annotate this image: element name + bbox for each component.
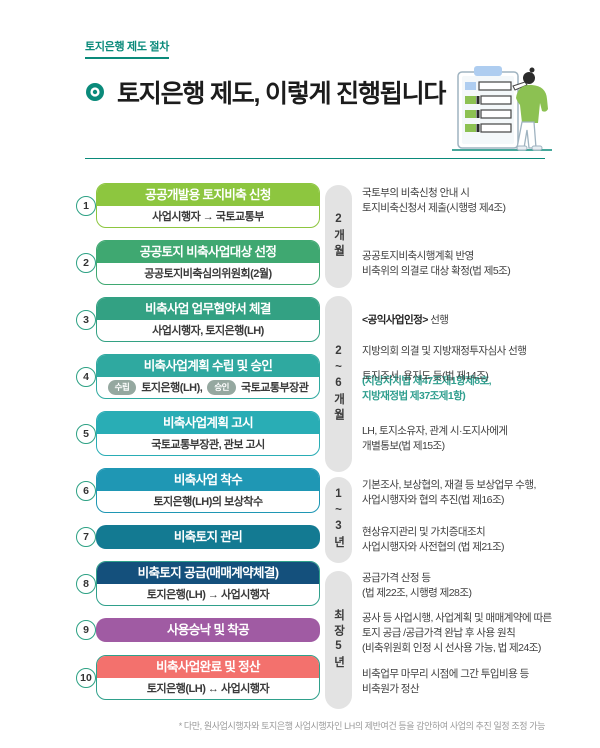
timeline-max5years: 최장5년 [325,571,352,709]
step-title: 공공토지 비축사업대상 선정 [97,241,319,263]
desc-3-law: (지방자치법 제47조제1항제8호, 지방재정법 제37조제1항) [362,375,492,403]
clipboard-illustration [452,66,552,151]
timeline-1to3years: 1~3년 [325,477,352,563]
page-title: 토지은행 제도, 이렇게 진행됩니다 [117,80,446,108]
step-title: 비축사업계획 고시 [97,412,319,434]
eyebrow-label: 토지은행 제도 절차 [85,38,169,59]
step-title: 사용승낙 및 착공 [96,618,320,642]
step-2: 2 공공토지 비축사업대상 선정 공공토지비축심의위원회(2월) [76,240,320,285]
step-title: 비축토지 관리 [96,525,320,549]
person-icon [512,67,548,151]
desc-step-9: 공사 등 사업시행, 사업계획 및 매매계약에 따른 토지 공급 /공급가격 완… [362,612,552,655]
step-title: 비축사업완료 및 정산 [97,656,319,678]
bullet-donut-icon [86,83,104,101]
badge-approve-text: 국토교통부장관 [240,382,309,394]
step-detail: 사업시행자 → 국토교통부 [152,211,264,223]
step-number: 10 [76,667,96,688]
step-title: 비축사업 업무협약서 체결 [97,298,319,320]
step-detail: 국토교통부장관, 관보 고시 [151,439,265,451]
step-number: 5 [76,423,96,444]
badge-estab: 수립 [107,379,137,395]
desc-3-bold: <공익사업인정> [362,314,428,327]
page-title-row: 토지은행 제도, 이렇게 진행됩니다 [85,74,446,110]
footnote: * 다만, 원사업시행자와 토지은행 사업시행자인 LH의 제반여건 등을 감안… [178,721,546,731]
step-detail: 공공토지비축심의위원회(2월) [144,268,272,280]
step-number: 4 [76,366,96,387]
step-9: 9 사용승낙 및 착공 [76,618,320,642]
desc-step-4: 토지조서, 용지도 등(법 제14조) [362,370,489,382]
step-detail: 사업시행자, 토지은행(LH) [152,325,264,337]
step-number: 3 [76,309,96,330]
step-detail: 토지은행(LH) ↔ 사업시행자 [146,683,270,695]
step-8: 8 비축토지 공급(매매계약체결) 토지은행(LH) → 사업시행자 [76,561,320,606]
clipboard-icon [457,66,519,149]
step-7: 7 비축토지 관리 [76,525,320,549]
step-detail: 토지은행(LH)의 보상착수 [153,496,263,508]
step-title: 공공개발용 토지비축 신청 [97,184,319,206]
desc-step-1: 국토부의 비축신청 안내 시 토지비축신청서 제출(시행령 제4조) [362,187,506,215]
step-number: 7 [76,527,96,547]
step-3: 3 비축사업 업무협약서 체결 사업시행자, 토지은행(LH) [76,297,320,342]
step-number: 9 [76,620,96,640]
desc-step-2: 공공토지비축시행계획 반영 비축위의 의결로 대상 확정(법 제5조) [362,250,511,278]
badge-estab-text: 토지은행(LH), [141,382,203,394]
step-5: 5 비축사업계획 고시 국토교통부장관, 관보 고시 [76,411,320,456]
desc-3-line2: 지방의회 의결 및 지방재정투자심사 선행 [362,344,527,357]
step-1: 1 공공개발용 토지비축 신청 사업시행자 → 국토교통부 [76,183,320,228]
step-number: 8 [76,573,96,594]
step-detail: 토지은행(LH) → 사업시행자 [146,589,270,601]
step-6: 6 비축사업 착수 토지은행(LH)의 보상착수 [76,468,320,513]
step-title: 비축사업계획 수립 및 승인 [97,355,319,377]
desc-step-3: <공익사업인정> 선행 지방의회 의결 및 지방재정투자심사 선행 (지방자치법… [362,298,552,420]
desc-step-7: 현상유지관리 및 가치증대조치 사업시행자와 사전협의 (법 제21조) [362,526,505,554]
step-detail: 수립 토지은행(LH), 승인 국토교통부장관 [97,377,319,397]
header-divider [85,158,545,159]
step-title: 비축토지 공급(매매계약체결) [97,562,319,584]
step-title: 비축사업 착수 [97,469,319,491]
step-number: 6 [76,480,96,501]
step-4: 4 비축사업계획 수립 및 승인 수립 토지은행(LH), 승인 국토교통부장관 [76,354,320,399]
step-10: 10 비축사업완료 및 정산 토지은행(LH) ↔ 사업시행자 [76,655,320,700]
desc-step-10: 비축업무 마무리 시점에 그간 투입비용 등 비축원가 정산 [362,668,529,696]
desc-3-rest: 선행 [427,314,449,327]
timeline-2to6months: 2~6개월 [325,296,352,472]
badge-approve: 승인 [207,379,236,395]
desc-step-6: 기본조사, 보상협의, 재결 등 보상업무 수행, 사업시행자와 협의 추진(법… [362,479,536,507]
step-number: 1 [76,195,96,216]
timeline-2months: 2개월 [325,185,352,288]
desc-step-8: 공급가격 산정 등 (법 제22조, 시행령 제28조) [362,572,472,600]
desc-step-5: LH, 토지소유자, 관계 시·도지사에게 개별통보(법 제15조) [362,425,508,453]
step-number: 2 [76,252,96,273]
